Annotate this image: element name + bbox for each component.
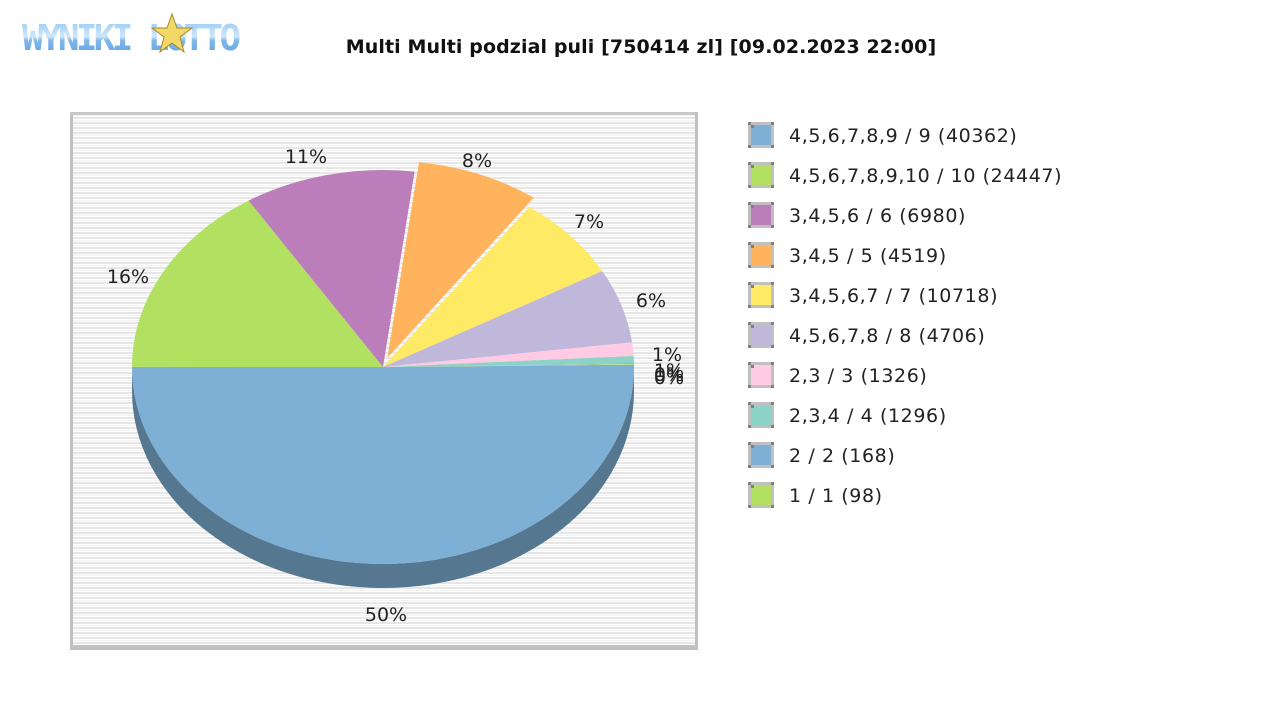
legend-label: 4,5,6,7,8 / 8 (4706) — [789, 325, 986, 347]
legend-swatch — [748, 122, 774, 148]
pie-percent-label: 11% — [285, 146, 327, 168]
pie-percent-label: 16% — [107, 266, 149, 288]
legend-swatch — [748, 162, 774, 188]
pie-percent-label: 0% — [654, 364, 684, 386]
pie-slice-1pct-6 — [383, 342, 634, 367]
pie — [132, 162, 634, 588]
legend-label: 2,3 / 3 (1326) — [789, 365, 928, 387]
legend-swatch — [748, 362, 774, 388]
pie-percent-label: 0% — [654, 367, 684, 389]
pie-chart-plot: 50%16%11% 8%7%6%1%1%0%0% — [70, 112, 698, 650]
pie-slice-11pct-2 — [248, 170, 415, 367]
pie-slice-6pct-5 — [383, 271, 633, 367]
legend-label: 2 / 2 (168) — [789, 445, 896, 467]
pie-slice-0pct-9 — [383, 364, 634, 367]
pie-percent-label: 50% — [365, 604, 407, 626]
legend-label: 3,4,5 / 5 (4519) — [789, 245, 947, 267]
star-icon — [150, 12, 194, 54]
plot-border-right — [695, 112, 698, 650]
pie-slice-0pct-8 — [383, 363, 634, 367]
chart-title: Multi Multi podzial puli [750414 zl] [09… — [345, 36, 937, 58]
legend-label: 3,4,5,6 / 6 (6980) — [789, 205, 967, 227]
pie-labels: 50%16%11% 8%7%6%1%1%0%0% — [107, 146, 684, 626]
pie-slice-50pct-0 — [132, 364, 634, 564]
pie-percent-label: 6% — [636, 290, 666, 312]
legend-swatch — [748, 202, 774, 228]
legend-label: 2,3,4 / 4 (1296) — [789, 405, 947, 427]
logo-text: WYNIKI LOTTO — [22, 18, 240, 58]
plot-border-top — [70, 112, 698, 115]
pie-percent-label: 8% — [462, 150, 492, 172]
pie-percent-label: 7% — [574, 211, 604, 233]
pie-slice-1pct-7 — [383, 355, 634, 367]
wyniki-lotto-logo: WYNIKI LOTTO — [22, 12, 241, 58]
pie-slice-16pct-1 — [132, 200, 383, 367]
legend-label: 3,4,5,6,7 / 7 (10718) — [789, 285, 999, 307]
legend-swatch — [748, 282, 774, 308]
pie-percent-label: 1% — [654, 360, 684, 382]
plot-border-bottom — [70, 645, 698, 650]
plot-border-left — [70, 112, 73, 650]
legend-swatch — [748, 402, 774, 428]
pie-slice-7pct-4 — [383, 206, 603, 367]
legend-swatch — [748, 482, 774, 508]
pie-slice-8pct-3 — [387, 162, 534, 358]
legend-swatch — [748, 322, 774, 348]
pie-percent-label: 1% — [652, 344, 682, 366]
legend-swatch — [748, 442, 774, 468]
legend-label: 1 / 1 (98) — [789, 485, 883, 507]
legend-label: 4,5,6,7,8,9,10 / 10 (24447) — [789, 165, 1063, 187]
legend-label: 4,5,6,7,8,9 / 9 (40362) — [789, 125, 1018, 147]
legend-swatch — [748, 242, 774, 268]
